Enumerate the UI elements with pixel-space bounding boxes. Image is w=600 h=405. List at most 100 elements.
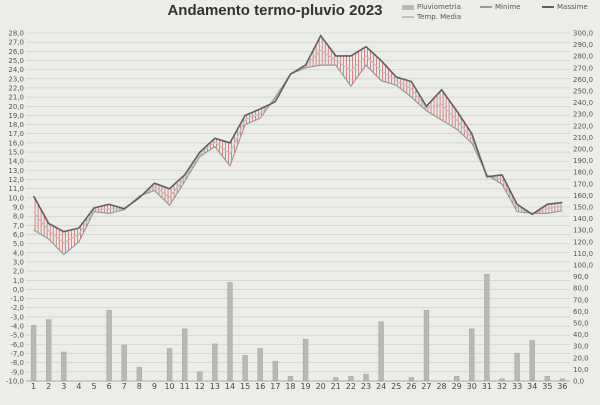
legend-label: Minime: [495, 3, 521, 11]
y-left-tick-label: 28,0: [8, 30, 24, 38]
y-left-tick-label: 11,0: [8, 185, 24, 193]
legend-label: Massime: [557, 3, 588, 11]
y-right-tick-label: 270,0: [573, 64, 593, 72]
x-tick-label: 18: [285, 382, 295, 391]
rain-bar: [197, 371, 203, 382]
series-line-temp-media: [33, 49, 563, 244]
y-right-tick-label: 120,0: [573, 238, 593, 246]
rain-bar: [227, 282, 233, 382]
x-tick-label: 34: [527, 382, 537, 391]
legend-swatch-bar: [402, 4, 414, 10]
x-tick-label: 19: [300, 382, 310, 391]
x-tick-label: 4: [76, 382, 81, 391]
x-tick-label: 27: [421, 382, 431, 391]
y-right-tick-label: 90,0: [573, 273, 589, 281]
y-left-tick-label: 0,0: [13, 286, 24, 294]
y-right-tick-label: 240,0: [573, 99, 593, 107]
x-tick-label: 2: [46, 382, 51, 391]
x-tick-label: 32: [497, 382, 507, 391]
legend-entry-minime: Minime: [480, 3, 521, 11]
x-tick-label: 35: [542, 382, 552, 391]
y-right-tick-label: 260,0: [573, 76, 593, 84]
x-tick-label: 5: [91, 382, 96, 391]
rain-bar: [272, 361, 279, 382]
x-tick-label: 12: [195, 382, 205, 391]
x-tick-label: 1: [31, 382, 36, 391]
y-left-tick-label: 8,0: [13, 213, 24, 221]
y-left-tick-label: 10,0: [8, 194, 24, 202]
y-right-tick-label: 160,0: [573, 192, 593, 200]
rain-bar: [30, 325, 37, 382]
y-right-tick-label: 0,0: [573, 378, 584, 386]
y-left-tick-label: 3,0: [13, 258, 24, 266]
y-left-tick-label: -7,0: [10, 350, 24, 358]
y-left-tick-label: -3,0: [10, 313, 24, 321]
y-right-tick-label: 290,0: [573, 41, 593, 49]
y-left-tick-label: -6,0: [10, 341, 24, 349]
rain-bar: [363, 373, 369, 382]
rain-bar: [544, 376, 551, 382]
x-tick-label: 21: [331, 382, 341, 391]
rain-bar: [423, 309, 430, 382]
x-tick-label: 7: [122, 382, 127, 391]
x-tick-label: 15: [240, 382, 250, 391]
x-tick-label: 31: [482, 382, 492, 391]
series-line-minime: [33, 64, 563, 256]
y-left-tick-label: 24,0: [8, 66, 24, 74]
rain-bar: [181, 328, 188, 382]
y-left-tick-label: 26,0: [8, 48, 24, 56]
rain-bar: [333, 377, 339, 382]
y-right-tick-label: 180,0: [573, 169, 593, 177]
y-left-tick-label: 19,0: [8, 112, 24, 120]
legend-entry-pluviometria: Pluviometria: [402, 3, 461, 11]
x-tick-label: 28: [436, 382, 446, 391]
x-tick-label: 33: [512, 382, 522, 391]
y-left-tick-label: 2,0: [13, 268, 24, 276]
x-tick-label: 17: [270, 382, 280, 391]
rain-bar: [136, 366, 143, 382]
y-right-tick-label: 280,0: [573, 53, 593, 61]
rain-bar: [529, 340, 535, 382]
rain-bar: [45, 319, 52, 382]
rain-bar: [242, 355, 248, 382]
y-right-tick-label: 60,0: [573, 308, 589, 316]
y-left-tick-label: 12,0: [8, 176, 24, 184]
y-left-tick-label: 13,0: [8, 167, 24, 175]
series-line-massime: [32, 34, 563, 233]
x-tick-label: 11: [180, 382, 190, 391]
y-right-tick-label: 80,0: [573, 285, 589, 293]
y-left-tick-label: -9,0: [10, 368, 24, 376]
y-right-tick-label: 140,0: [573, 215, 593, 223]
y-right-tick-label: 210,0: [573, 134, 593, 142]
y-left-tick-label: -5,0: [10, 332, 24, 340]
x-tick-label: 29: [452, 382, 462, 391]
x-tick-label: 13: [210, 382, 220, 391]
x-tick-label: 9: [152, 382, 157, 391]
x-tick-label: 16: [255, 382, 265, 391]
y-right-tick-label: 110,0: [573, 250, 593, 258]
y-right-tick-label: 130,0: [573, 227, 593, 235]
y-right-tick-label: 230,0: [573, 111, 593, 119]
chart-title: Andamento termo-pluvio 2023: [167, 2, 383, 19]
y-right-tick-label: 100,0: [573, 262, 593, 270]
y-left-tick-label: 4,0: [13, 249, 24, 257]
x-tick-label: 10: [164, 382, 174, 391]
x-tick-label: 23: [361, 382, 371, 391]
y-left-tick-label: 22,0: [8, 84, 24, 92]
y-right-tick-label: 300,0: [573, 30, 593, 38]
rain-bar: [287, 376, 294, 382]
y-right-tick-label: 170,0: [573, 180, 593, 188]
legend-swatch-line: [480, 6, 492, 8]
y-right-tick-label: 20,0: [573, 354, 589, 362]
x-tick-label: 14: [225, 382, 235, 391]
y-left-tick-label: -1,0: [10, 295, 24, 303]
y-left-tick-label: 1,0: [13, 277, 24, 285]
y-right-tick-label: 30,0: [573, 343, 589, 351]
y-left-tick-label: 6,0: [13, 231, 24, 239]
rain-bar: [106, 309, 112, 382]
y-left-tick-label: 9,0: [13, 204, 24, 212]
y-left-tick-label: 5,0: [13, 240, 24, 248]
x-tick-label: 3: [61, 382, 66, 391]
rain-bar: [166, 348, 173, 382]
